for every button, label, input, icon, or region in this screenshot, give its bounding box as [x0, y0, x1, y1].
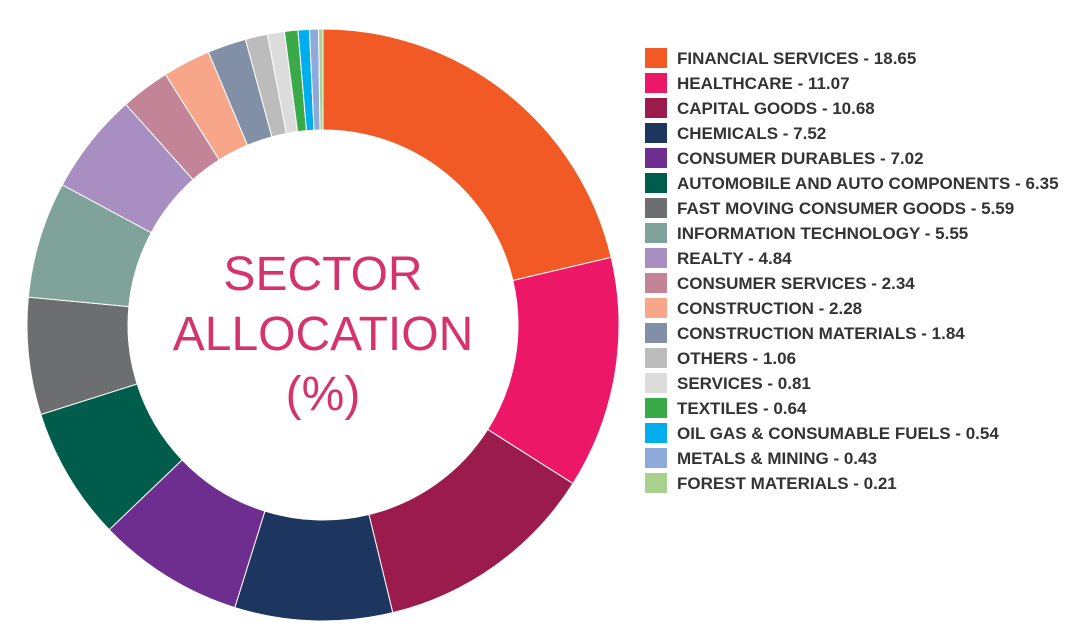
legend-label: CONSUMER DURABLES - 7.02: [677, 149, 924, 168]
legend-label: OTHERS - 1.06: [677, 349, 797, 368]
legend-item: CONSTRUCTION - 2.28: [645, 296, 1080, 321]
legend-item: CONSTRUCTION MATERIALS - 1.84: [645, 321, 1080, 346]
legend-label: FINANCIAL SERVICES - 18.65: [677, 49, 917, 68]
legend-swatch: [645, 323, 667, 343]
legend-item: INFORMATION TECHNOLOGY - 5.55: [645, 221, 1080, 246]
legend-swatch: [645, 473, 667, 493]
legend-swatch: [645, 73, 667, 93]
legend-swatch: [645, 223, 667, 243]
legend-label: HEALTHCARE - 11.07: [677, 74, 850, 93]
legend-item: AUTOMOBILE AND AUTO COMPONENTS - 6.35: [645, 171, 1080, 196]
legend-item: FINANCIAL SERVICES - 18.65: [645, 46, 1080, 71]
legend-item: CONSUMER DURABLES - 7.02: [645, 146, 1080, 171]
legend-item: OIL GAS & CONSUMABLE FUELS - 0.54: [645, 421, 1080, 446]
legend-label: TEXTILES - 0.64: [677, 399, 807, 418]
legend-label: SERVICES - 0.81: [677, 374, 811, 393]
legend-swatch: [645, 348, 667, 368]
legend-swatch: [645, 198, 667, 218]
legend-item: FAST MOVING CONSUMER GOODS - 5.59: [645, 196, 1080, 221]
legend-swatch: [645, 373, 667, 393]
legend: FINANCIAL SERVICES - 18.65 HEALTHCARE - 1…: [645, 46, 1080, 496]
legend-label: CAPITAL GOODS - 10.68: [677, 99, 875, 118]
legend-label: OIL GAS & CONSUMABLE FUELS - 0.54: [677, 424, 999, 443]
donut-chart: [26, 28, 620, 622]
legend-label: FOREST MATERIALS - 0.21: [677, 474, 897, 493]
legend-item: CAPITAL GOODS - 10.68: [645, 96, 1080, 121]
legend-item: CONSUMER SERVICES - 2.34: [645, 271, 1080, 296]
legend-swatch: [645, 98, 667, 118]
donut-slice: [318, 28, 324, 131]
legend-item: OTHERS - 1.06: [645, 346, 1080, 371]
legend-item: TEXTILES - 0.64: [645, 396, 1080, 421]
legend-swatch: [645, 173, 667, 193]
legend-label: AUTOMOBILE AND AUTO COMPONENTS - 6.35: [677, 174, 1059, 193]
legend-label: FAST MOVING CONSUMER GOODS - 5.59: [677, 199, 1015, 218]
chart-title: SECTOR ALLOCATION (%): [172, 248, 474, 421]
legend-swatch: [645, 273, 667, 293]
legend-item: SERVICES - 0.81: [645, 371, 1080, 396]
legend-item: METALS & MINING - 0.43: [645, 446, 1080, 471]
legend-item: HEALTHCARE - 11.07: [645, 71, 1080, 96]
legend-item: FOREST MATERIALS - 0.21: [645, 471, 1080, 496]
legend-swatch: [645, 123, 667, 143]
legend-swatch: [645, 148, 667, 168]
legend-label: CONSTRUCTION - 2.28: [677, 299, 863, 318]
legend-label: CHEMICALS - 7.52: [677, 124, 827, 143]
legend-label: REALTY - 4.84: [677, 249, 792, 268]
legend-label: CONSUMER SERVICES - 2.34: [677, 274, 915, 293]
legend-label: INFORMATION TECHNOLOGY - 5.55: [677, 224, 969, 243]
legend-swatch: [645, 298, 667, 318]
legend-swatch: [645, 48, 667, 68]
legend-label: METALS & MINING - 0.43: [677, 449, 877, 468]
legend-item: REALTY - 4.84: [645, 246, 1080, 271]
legend-label: CONSTRUCTION MATERIALS - 1.84: [677, 324, 965, 343]
legend-swatch: [645, 398, 667, 418]
donut-slice: [322, 28, 612, 282]
legend-swatch: [645, 448, 667, 468]
legend-swatch: [645, 248, 667, 268]
legend-swatch: [645, 423, 667, 443]
legend-item: CHEMICALS - 7.52: [645, 121, 1080, 146]
